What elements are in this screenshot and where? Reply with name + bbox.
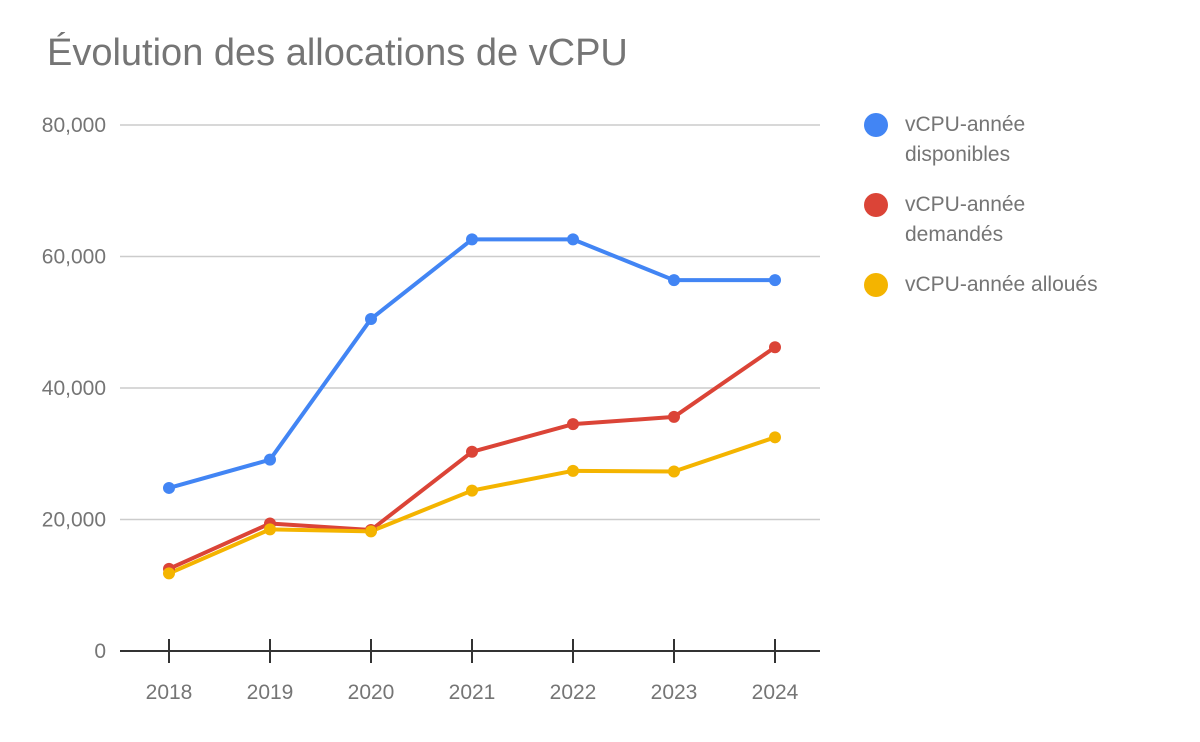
data-point [769, 274, 781, 287]
data-point [567, 418, 579, 431]
legend-swatch [864, 273, 888, 297]
data-point [163, 567, 175, 580]
legend-label: vCPU-année disponibles [905, 113, 1026, 166]
data-point [365, 525, 377, 538]
y-tick-label: 60,000 [42, 246, 106, 269]
data-point [264, 523, 276, 536]
axes [120, 639, 820, 663]
x-tick-label: 2019 [247, 681, 294, 704]
legend-swatch [864, 113, 888, 137]
data-point [567, 464, 579, 477]
legend-label: vCPU-année demandés [905, 193, 1026, 246]
legend-item: vCPU-année alloués [862, 270, 1192, 300]
legend-item: vCPU-année disponibles [862, 110, 1055, 170]
data-point [668, 410, 680, 423]
chart-title: Évolution des allocations de vCPU [47, 32, 628, 74]
x-tick-label: 2018 [146, 681, 193, 704]
data-point [264, 453, 276, 466]
data-point [163, 481, 175, 494]
legend-swatch [864, 193, 888, 217]
data-point [769, 431, 781, 444]
data-point [769, 341, 781, 354]
y-tick-label: 80,000 [42, 114, 106, 137]
legend: vCPU-année disponibles vCPU-année demandé… [862, 110, 1192, 320]
x-tick-label: 2023 [651, 681, 698, 704]
data-point [668, 465, 680, 478]
x-tick-label: 2020 [348, 681, 395, 704]
gridlines [120, 124, 820, 521]
y-tick-label: 40,000 [42, 377, 106, 400]
x-tick-label: 2021 [449, 681, 496, 704]
data-point [466, 484, 478, 497]
data-point [466, 233, 478, 246]
legend-item: vCPU-année demandés [862, 190, 1055, 250]
line-chart: 0 20,000 40,000 60,000 80,000 2018 2019 2020 202… [42, 114, 820, 704]
data-point [466, 445, 478, 458]
data-point [365, 312, 377, 325]
legend-label: vCPU-année alloués [905, 273, 1098, 296]
y-tick-label: 20,000 [42, 509, 106, 532]
x-tick-label: 2022 [550, 681, 597, 704]
x-tick-label: 2024 [752, 681, 799, 704]
series-layer [163, 233, 781, 580]
y-tick-label: 0 [94, 640, 106, 663]
data-point [567, 233, 579, 246]
data-point [668, 274, 680, 287]
tick-labels: 0 20,000 40,000 60,000 80,000 2018 2019 2020 202… [42, 114, 799, 704]
